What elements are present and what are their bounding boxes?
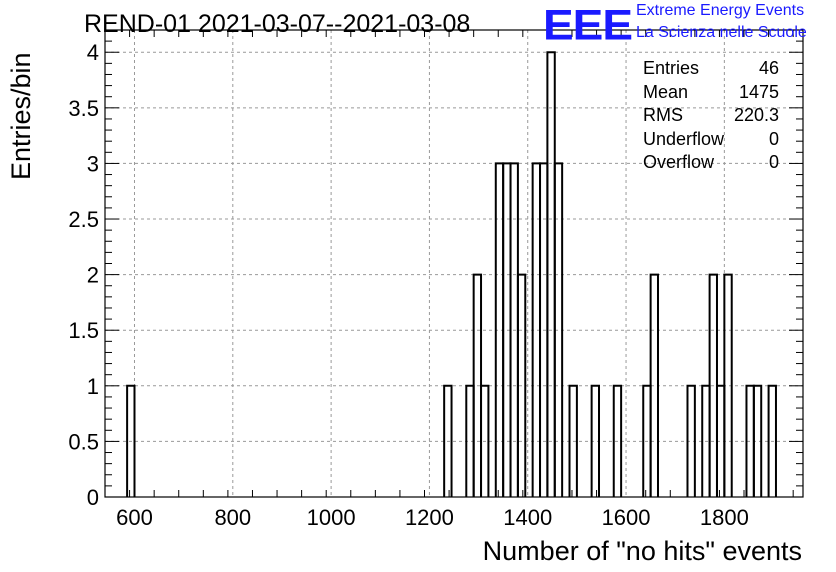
histogram-bin (590, 384, 601, 497)
x-tick-label: 1400 (503, 505, 552, 530)
stats-value: 0 (768, 152, 779, 172)
tick-labels: 600 800 1000 1200 1400 1600 1800 0 0.5 1 1.5 2 2.5 3 3… (68, 40, 748, 530)
y-tick-label: 2.5 (68, 207, 99, 232)
stats-value: 1475 (738, 81, 779, 102)
stats-label: Underflow (643, 128, 725, 149)
stats-label: Entries (643, 58, 700, 78)
histogram-bin (767, 384, 777, 497)
stats-row-underflow: Underflow 0 (643, 129, 779, 153)
x-tick-label: 600 (116, 505, 153, 530)
histogram-bin (686, 384, 696, 497)
stats-label: RMS (643, 105, 683, 125)
y-axis-label: Entries/bin (6, 52, 36, 180)
x-tick-label: 1600 (602, 505, 651, 530)
histogram-bin (752, 384, 763, 497)
stats-value: 0 (768, 128, 779, 149)
histogram-bin (126, 384, 136, 497)
x-tick-label: 1000 (307, 505, 356, 530)
x-axis-label: Number of "no hits" events (482, 536, 802, 566)
histogram-bin (443, 384, 453, 497)
axis-ticks (104, 29, 803, 498)
histogram-bin (553, 162, 564, 497)
stats-box: Entries 46 Mean 1475 RMS 220.3 Underflow… (643, 58, 779, 176)
logo-line-1: Extreme Energy Events (636, 2, 805, 19)
stats-value: 46 (758, 58, 779, 78)
y-tick-label: 0.5 (68, 429, 99, 454)
stats-row-entries: Entries 46 (643, 58, 779, 82)
histogram-bin (649, 273, 659, 497)
stats-row-overflow: Overflow 0 (643, 152, 779, 176)
histogram-bin (516, 273, 527, 497)
stats-value: 220.3 (733, 105, 779, 125)
logo-line-2: La Scienza nelle Scuole (636, 24, 807, 41)
histogram-bars (126, 51, 777, 497)
y-tick-label: 3 (87, 151, 99, 176)
x-tick-label: 1200 (405, 505, 454, 530)
grid-lines (105, 30, 803, 497)
y-tick-label: 2 (87, 263, 99, 288)
y-tick-label: 0 (87, 485, 99, 510)
histogram-bin (723, 273, 733, 497)
y-tick-label: 1 (87, 374, 99, 399)
chart-title: REND-01 2021-03-07--2021-03-08 (84, 10, 471, 38)
stats-label: Overflow (643, 152, 715, 172)
x-tick-label: 800 (214, 505, 251, 530)
x-tick-label: 1800 (700, 505, 749, 530)
eee-logo: EEE (543, 0, 633, 49)
histogram-bin (612, 384, 623, 497)
stats-row-rms: RMS 220.3 (643, 105, 779, 129)
stats-label: Mean (643, 81, 689, 102)
y-tick-label: 1.5 (68, 318, 99, 343)
histogram-bin (480, 384, 490, 497)
y-tick-label: 3.5 (68, 96, 99, 121)
stats-row-mean: Mean 1475 (643, 82, 779, 106)
y-tick-label: 4 (87, 40, 99, 65)
histogram-bin (568, 384, 578, 497)
